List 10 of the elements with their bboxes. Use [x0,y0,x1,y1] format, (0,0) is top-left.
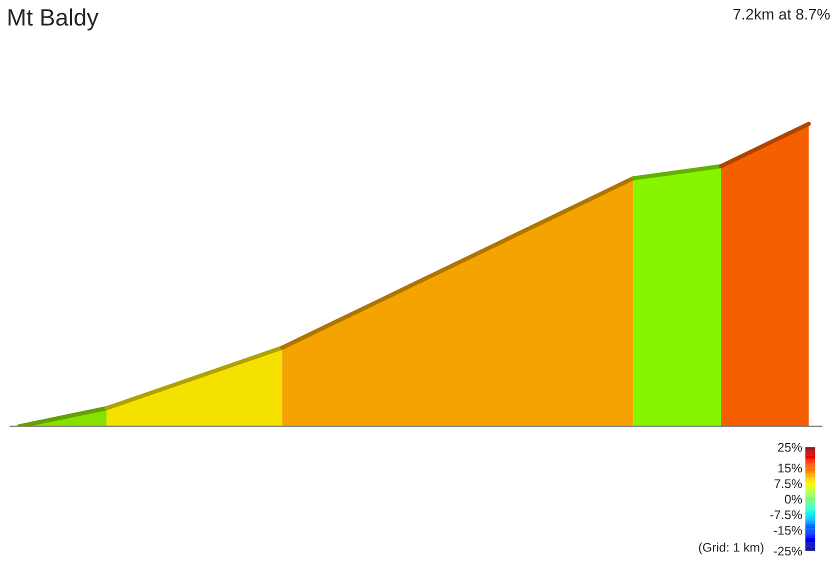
color-bar-label: 15% [778,464,802,473]
color-bar-label: 7.5% [774,479,802,488]
color-bar-label: -7.5% [770,510,802,520]
text: (Grid: 1 km) [698,542,764,554]
chart-subtitle: 7.2km at 8.7% [733,8,830,20]
color-bar-label: -15% [774,526,802,535]
chart-title: Mt Baldy [8,8,98,30]
color-bar-label: 25% [778,442,802,452]
color-bar-label: 0% [784,494,802,504]
color-bar-label: -25% [774,546,802,556]
